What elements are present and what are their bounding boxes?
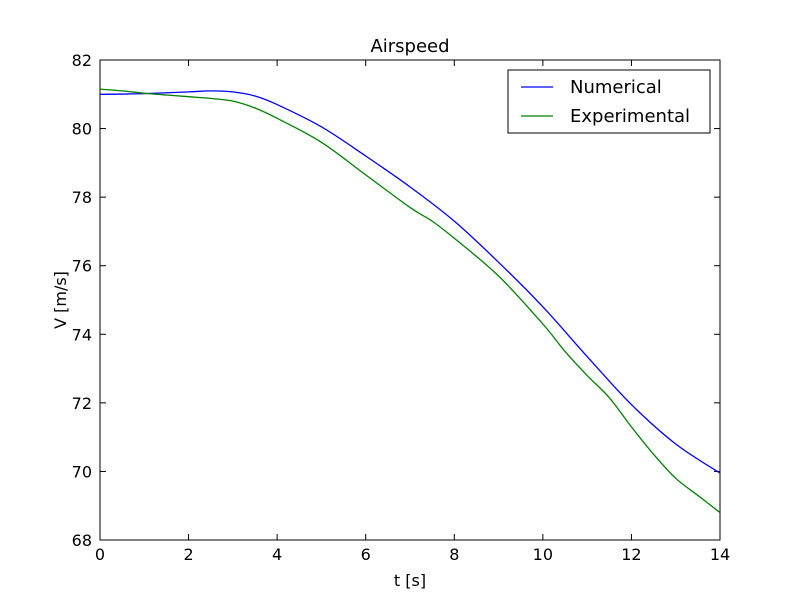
x-tick-label: 10 bbox=[533, 545, 553, 564]
x-tick-label: 12 bbox=[621, 545, 641, 564]
y-tick-label: 78 bbox=[72, 188, 92, 207]
x-axis-ticks: 0 2 4 6 8 10 12 14 bbox=[95, 60, 730, 564]
series-line-numerical bbox=[99, 90, 721, 474]
y-tick-label: 72 bbox=[72, 394, 92, 413]
x-tick-label: 8 bbox=[449, 545, 459, 564]
y-tick-label: 70 bbox=[72, 462, 92, 481]
legend-label-numerical: Numerical bbox=[570, 77, 662, 98]
y-axis-label: V [m/s] bbox=[51, 271, 70, 329]
y-tick-label: 68 bbox=[72, 531, 92, 550]
x-tick-label: 6 bbox=[361, 545, 371, 564]
y-tick-label: 80 bbox=[72, 120, 92, 139]
x-tick-label: 0 bbox=[95, 545, 105, 564]
y-tick-label: 76 bbox=[72, 257, 92, 276]
x-tick-label: 2 bbox=[183, 545, 193, 564]
legend-box bbox=[507, 69, 711, 134]
legend: Numerical Experimental bbox=[507, 69, 711, 134]
y-axis-ticks: 68 70 72 74 76 78 80 82 bbox=[72, 51, 720, 550]
x-axis-label: t [s] bbox=[394, 571, 426, 590]
series-lines bbox=[99, 88, 721, 514]
plot-frame bbox=[99, 59, 721, 541]
y-tick-label: 74 bbox=[72, 325, 92, 344]
series-line-experimental bbox=[99, 88, 721, 514]
legend-label-experimental: Experimental bbox=[570, 106, 690, 127]
chart-title: Airspeed bbox=[370, 36, 449, 57]
x-tick-label: 14 bbox=[710, 545, 730, 564]
y-tick-label: 82 bbox=[72, 51, 92, 70]
x-tick-label: 4 bbox=[272, 545, 282, 564]
